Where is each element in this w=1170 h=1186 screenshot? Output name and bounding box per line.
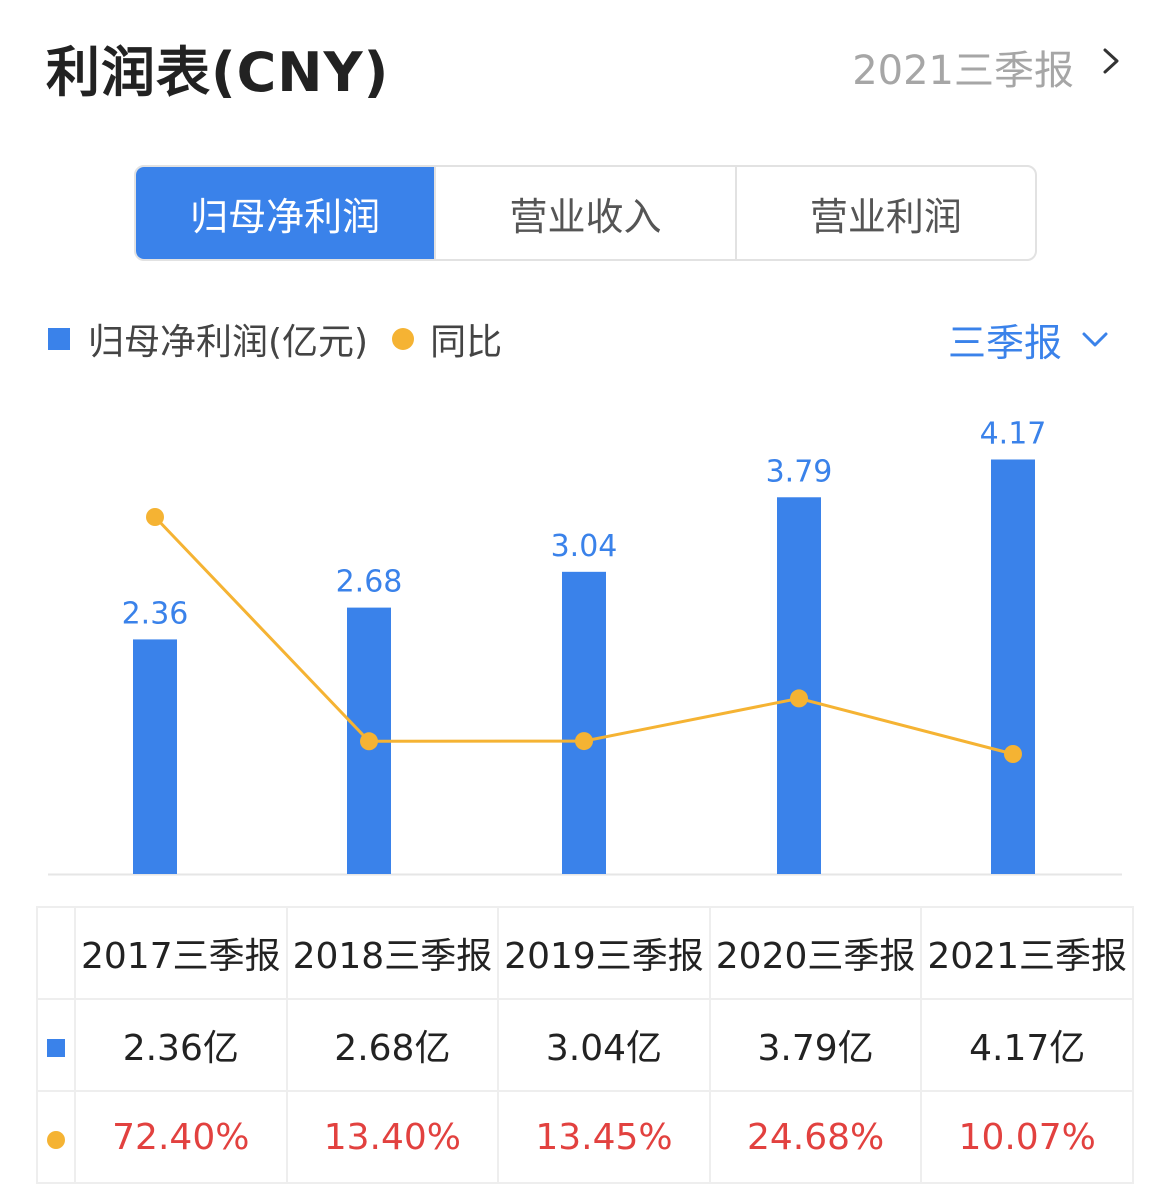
page-title: 利润表(CNY) [46,41,390,104]
period-select[interactable]: 三季报 [948,312,1110,366]
row-marker-cell [36,998,76,1092]
table-header-cell: 2019三季报 [497,906,711,1000]
legend-bar-label: 归母净利润(亿元) [88,322,369,363]
bar-value-label: 3.79 [766,454,833,489]
table-corner-cell [36,906,76,1000]
line-series-marker [47,1130,65,1149]
table-cell: 72.40% [74,1090,288,1184]
yoy-point [1004,745,1022,763]
bar-value-label: 3.04 [551,529,618,564]
table-cell: 4.17亿 [920,998,1134,1092]
bar-series-marker [47,1038,65,1057]
table-row-yoy: 72.40% 13.40% 13.45% 24.68% 10.07% [36,1090,1134,1184]
yoy-point [575,732,593,751]
table-cell: 10.07% [920,1090,1134,1184]
tab-operating-profit[interactable]: 营业利润 [809,194,962,239]
yoy-point [146,508,164,526]
bar-value-label: 4.17 [980,417,1047,452]
bar-net-profit [777,497,821,874]
row-marker-cell [36,1090,76,1184]
chart-legend: 归母净利润(亿元) 同比 [48,312,502,366]
table-cell: 2.36亿 [74,998,288,1092]
bar-net-profit [991,459,1035,874]
table-header-cell: 2017三季报 [74,906,288,1000]
bar-net-profit [562,571,606,874]
bar-value-label: 2.36 [122,596,189,631]
table-cell: 2.68亿 [285,998,500,1092]
chevron-right-icon[interactable] [1096,46,1126,76]
table-cell: 3.04亿 [497,998,711,1092]
yoy-point [360,732,378,751]
bar-value-label: 2.68 [336,565,403,600]
table-header-cell: 2018三季报 [285,906,500,1000]
table-header-cell: 2021三季报 [920,906,1134,1000]
period-select-label: 三季报 [947,320,1062,365]
net-profit-chart: 2.36 2.68 3.04 3.79 4.17 [48,417,1122,876]
legend-line-label: 同比 [430,322,503,363]
tab-operating-revenue[interactable]: 营业收入 [436,167,737,259]
legend-bar-swatch [48,328,70,350]
table-cell: 13.40% [285,1090,500,1184]
table-cell: 24.68% [708,1090,923,1184]
table-header-cell: 2020三季报 [708,906,923,1000]
yoy-point [790,689,808,708]
legend-line-swatch [392,328,415,350]
table-cell: 13.45% [497,1090,711,1184]
table-row-net-profit: 2.36亿 2.68亿 3.04亿 3.79亿 4.17亿 [36,998,1134,1092]
bar-net-profit [133,639,177,874]
table-header-row: 2017三季报 2018三季报 2019三季报 2020三季报 2021三季报 [36,906,1134,1000]
chevron-down-icon [1082,332,1108,347]
report-period-link[interactable]: 2021三季报 [852,48,1074,94]
data-table: 2017三季报 2018三季报 2019三季报 2020三季报 2021三季报 … [36,906,1134,1184]
metric-tabs: 归母净利润 营业收入 营业利润 [134,165,1037,261]
header: 利润表(CNY) 2021三季报 [0,0,1170,120]
table-cell: 3.79亿 [708,998,923,1092]
tab-net-profit-parent[interactable]: 归母净利润 [136,167,437,259]
